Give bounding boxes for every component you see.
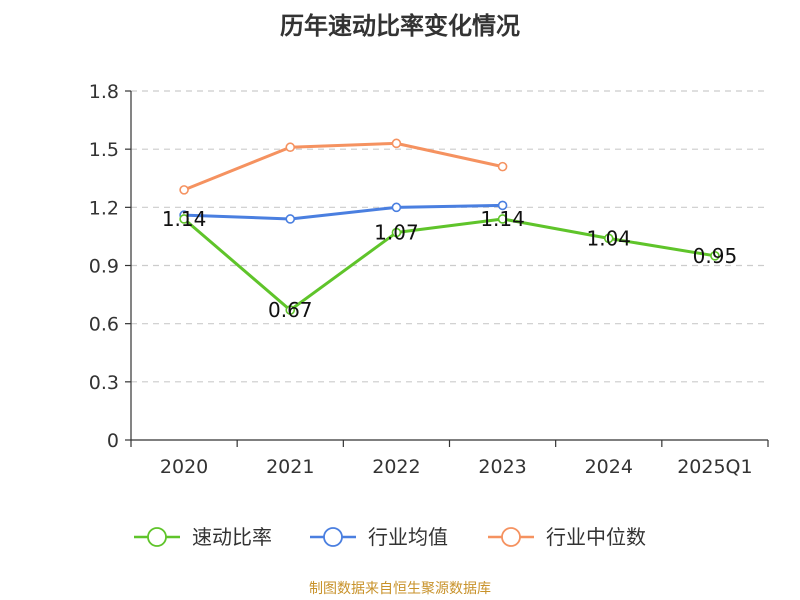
legend-marker — [323, 527, 343, 547]
data-label: 1.14 — [480, 207, 525, 231]
x-tick-label: 2024 — [585, 456, 633, 478]
y-tick-label: 0.6 — [89, 314, 119, 336]
data-point — [285, 305, 296, 315]
data-point — [603, 233, 614, 244]
y-tick-label: 1.5 — [89, 139, 119, 161]
data-point — [391, 202, 402, 213]
data-label: 0.95 — [693, 244, 738, 268]
y-tick-label: 0.3 — [89, 372, 119, 394]
series-layer — [179, 138, 720, 315]
legend-label: 速动比率 — [192, 525, 272, 549]
data-point — [497, 214, 508, 224]
y-tick-label: 0 — [107, 430, 119, 452]
data-label: 1.07 — [374, 221, 419, 245]
data-point — [710, 251, 720, 261]
y-tick-label: 0.9 — [89, 256, 119, 278]
legend-marker — [147, 527, 167, 547]
source-note: 制图数据来自恒生聚源数据库 — [309, 581, 491, 597]
data-point — [179, 214, 189, 224]
data-label-layer: 1.14 0.67 1.07 1.14 1.04 0.95 — [162, 207, 737, 322]
data-point — [285, 142, 296, 153]
legend-label: 行业中位数 — [546, 525, 646, 549]
data-point — [391, 227, 402, 238]
series-line — [183, 217, 716, 312]
data-point — [497, 161, 508, 172]
x-tick-label: 2023 — [478, 456, 526, 478]
data-point — [285, 214, 296, 224]
data-point — [391, 138, 402, 149]
data-label: 1.14 — [162, 207, 207, 231]
data-label: 0.67 — [268, 298, 313, 322]
data-point — [497, 200, 508, 211]
chart-title: 历年速动比率变化情况 — [280, 12, 520, 40]
data-point — [179, 185, 189, 195]
x-tick-label: 2025Q1 — [677, 456, 752, 478]
y-tick-label: 1.2 — [89, 197, 119, 219]
series-line — [184, 203, 503, 221]
x-tick-label: 2020 — [160, 456, 208, 478]
series-line — [183, 141, 503, 192]
y-tick-label: 1.8 — [89, 81, 119, 103]
grid-layer — [131, 90, 768, 383]
data-label: 1.04 — [586, 226, 631, 250]
legend-marker — [501, 527, 521, 547]
axis-layer: 0 0.3 0.6 0.9 1.2 1.5 1.8 2020 2021 2022 2023 2024 2… — [89, 81, 769, 478]
x-tick-label: 2022 — [372, 456, 420, 478]
legend: 速动比率 行业均值 行业中位数 — [134, 525, 646, 549]
legend-label: 行业均值 — [368, 525, 448, 549]
x-tick-label: 2021 — [266, 456, 314, 478]
